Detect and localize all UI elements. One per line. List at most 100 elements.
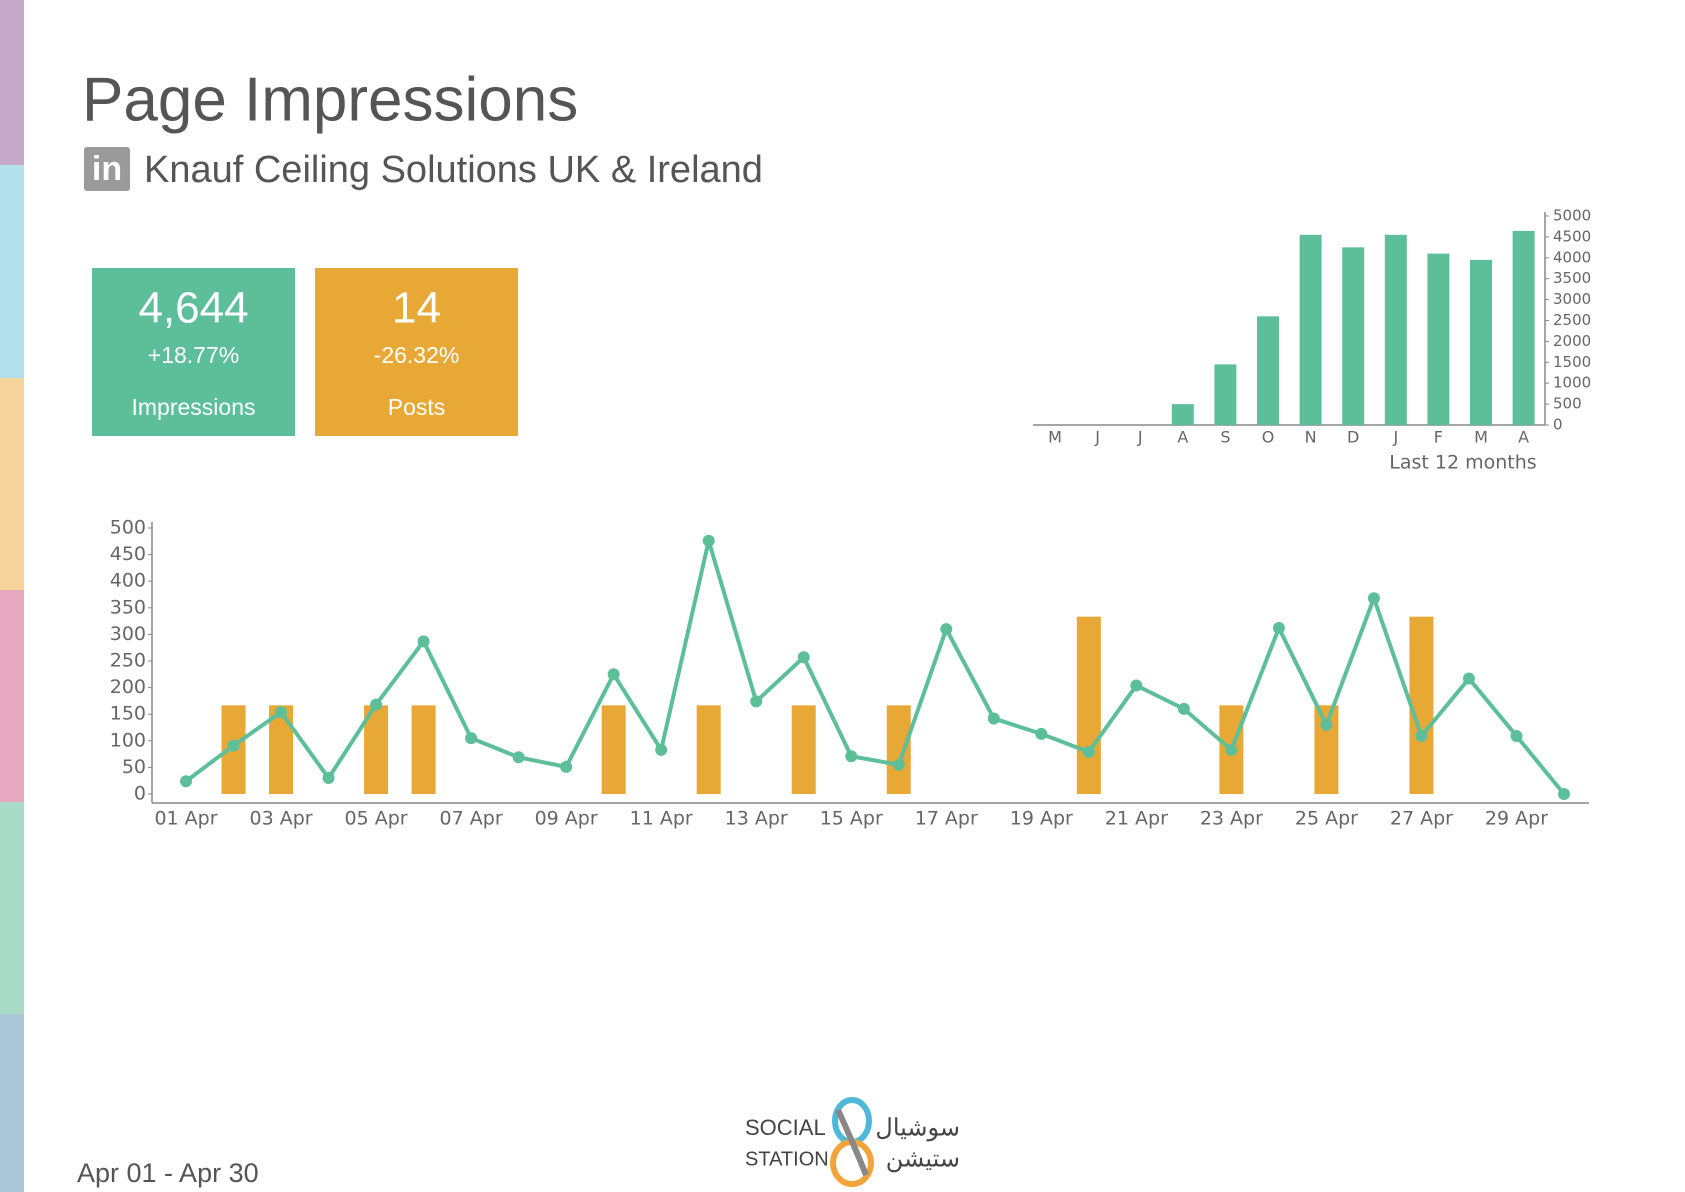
impressions-point [1367, 592, 1380, 605]
impressions-point [180, 775, 192, 788]
x-tick-label: 19 Apr [1010, 808, 1073, 830]
impressions-point [1130, 679, 1143, 692]
x-tick-label: 13 Apr [725, 808, 788, 830]
x-tick-label: 05 Apr [345, 808, 408, 830]
x-tick-label: 27 Apr [1390, 808, 1453, 830]
kpi-box [92, 268, 295, 436]
impressions-point [1035, 727, 1048, 740]
y-tick-label: 1000 [1553, 374, 1591, 392]
impressions-point [560, 760, 573, 773]
post-bar [1076, 616, 1101, 794]
impressions-point [702, 534, 715, 547]
kpi-change: +18.77% [148, 342, 239, 368]
post-bar [1314, 705, 1339, 794]
post-bar [601, 705, 626, 794]
side-stripe [0, 0, 24, 1192]
logo-text: STATION [745, 1148, 829, 1170]
impressions-point [1462, 672, 1475, 685]
x-tick-label: F [1434, 428, 1443, 447]
x-tick-label: A [1177, 428, 1188, 447]
impressions-line [184, 538, 1566, 796]
y-tick-label: 250 [110, 650, 146, 672]
x-tick-label: 15 Apr [820, 808, 883, 830]
x-tick-label: A [1518, 428, 1529, 447]
y-tick-label: 100 [110, 729, 146, 751]
x-tick-label: 11 Apr [630, 808, 693, 830]
y-tick-label: 2500 [1553, 311, 1591, 329]
impressions-point [845, 750, 858, 763]
logo-text: سوشيال [875, 1114, 960, 1141]
x-tick-label: 25 Apr [1295, 808, 1358, 830]
impressions-point [940, 623, 953, 636]
post-bar [886, 705, 911, 794]
x-tick-label: O [1262, 428, 1275, 447]
kpi-label: Posts [388, 394, 446, 420]
y-tick-label: 3000 [1553, 290, 1591, 308]
impressions-point [655, 743, 668, 756]
y-tick-label: 400 [110, 570, 146, 592]
bar [1342, 247, 1365, 425]
impressions-point [465, 732, 478, 745]
x-tick-label: J [1137, 428, 1143, 447]
y-tick-label: 500 [110, 517, 146, 539]
kpi-label: Impressions [132, 394, 256, 420]
kpi-change: -26.32% [374, 342, 460, 368]
y-tick-label: 0 [1553, 416, 1563, 434]
x-tick-label: M [1048, 428, 1062, 447]
impressions-point [512, 751, 525, 764]
logo-text: ستيشن [886, 1145, 960, 1172]
y-tick-label: 300 [110, 623, 146, 645]
x-tick-label: J [1094, 428, 1100, 447]
y-tick-label: 2000 [1553, 332, 1591, 350]
x-tick-label: M [1474, 428, 1488, 447]
x-tick-label: 07 Apr [440, 808, 503, 830]
x-tick-label: D [1347, 428, 1359, 447]
x-tick-label: J [1392, 428, 1398, 447]
bar [1171, 404, 1194, 425]
y-tick-label: 3500 [1553, 269, 1591, 287]
network-icon [84, 147, 130, 191]
impressions-point [1320, 718, 1333, 731]
impressions-point [892, 758, 905, 771]
x-tick-label: 17 Apr [915, 808, 978, 830]
x-tick-label: N [1305, 428, 1317, 447]
y-tick-label: 4000 [1553, 248, 1591, 266]
impressions-point [1558, 788, 1570, 800]
bar [1470, 259, 1492, 425]
x-tick-label: 09 Apr [535, 808, 598, 830]
bar [1257, 316, 1279, 425]
y-tick-label: 450 [110, 543, 146, 565]
page-subtitle: Knauf Ceiling Solutions UK & Ireland [144, 149, 763, 191]
impressions-point [1510, 730, 1523, 743]
post-bar [696, 705, 721, 794]
impressions-point [1225, 743, 1238, 756]
x-tick-label: 23 Apr [1200, 808, 1263, 830]
logo: SOCIAL STATION سوشيال ستيشن [745, 1097, 960, 1187]
logo-text: SOCIAL [745, 1115, 826, 1140]
impressions-point [1415, 730, 1428, 743]
bar [1214, 364, 1237, 425]
impressions-point [797, 651, 810, 664]
impressions-point [417, 635, 430, 648]
x-tick-label: S [1220, 428, 1230, 447]
impressions-point [1272, 622, 1285, 635]
impressions-point [275, 706, 288, 719]
bar [1384, 234, 1407, 425]
bar [1427, 253, 1450, 425]
x-tick-label: 29 Apr [1485, 808, 1548, 830]
y-tick-label: 350 [110, 596, 146, 618]
x-tick-label: 21 Apr [1105, 808, 1168, 830]
kpi-value: 4,644 [138, 284, 248, 333]
impressions-point [750, 695, 763, 708]
date-range: Apr 01 - Apr 30 [77, 1158, 259, 1188]
post-bar [791, 705, 816, 794]
y-tick-label: 5000 [1553, 207, 1591, 225]
logo-mark [835, 1108, 869, 1177]
x-tick-label: 03 Apr [249, 808, 312, 830]
x-tick-label: 01 Apr [154, 808, 217, 830]
impressions-point [1177, 702, 1190, 715]
impressions-point [1082, 745, 1095, 758]
y-tick-label: 1500 [1553, 353, 1591, 371]
x-axis-label: Last 12 months [1389, 452, 1536, 474]
